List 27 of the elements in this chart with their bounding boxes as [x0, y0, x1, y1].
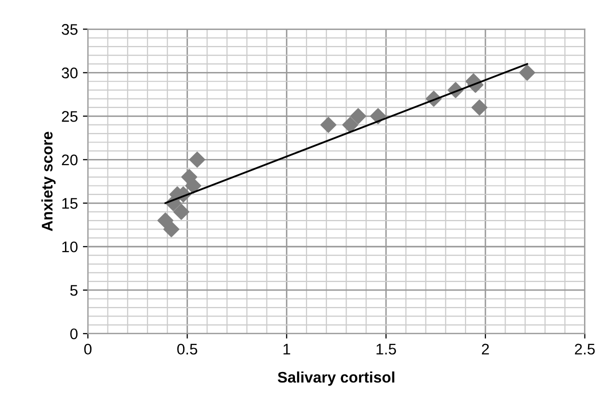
- y-tick-label: 20: [62, 154, 78, 166]
- x-tick-label: 2.5: [574, 344, 595, 355]
- x-tick-label: 2: [482, 344, 489, 354]
- point: [185, 178, 202, 194]
- point: [350, 108, 366, 124]
- x-tick-label: 1: [284, 344, 290, 354]
- point: [342, 116, 358, 133]
- y-tick-label: 0: [70, 328, 78, 340]
- point: [173, 204, 190, 220]
- y-tick-label: 10: [62, 241, 78, 252]
- y-tick-label: 30: [62, 68, 78, 78]
- point: [471, 99, 488, 116]
- point: [320, 116, 336, 133]
- x-tick-label: 1.5: [376, 344, 396, 355]
- point: [163, 221, 180, 238]
- point: [370, 108, 386, 124]
- y-tick-label: 15: [62, 198, 78, 209]
- y-tick-label: 35: [62, 24, 78, 35]
- point: [157, 212, 174, 229]
- y-tick-label: 5: [70, 285, 78, 296]
- point: [519, 64, 536, 81]
- x-tick-label: 0: [84, 344, 92, 355]
- y-tick-label: 25: [62, 111, 78, 122]
- x-axis-title: Salivary cortisol: [278, 371, 394, 386]
- y-axis-title: Anxiety score: [41, 132, 56, 232]
- point: [189, 152, 206, 168]
- x-tick-label: 0.5: [177, 344, 198, 355]
